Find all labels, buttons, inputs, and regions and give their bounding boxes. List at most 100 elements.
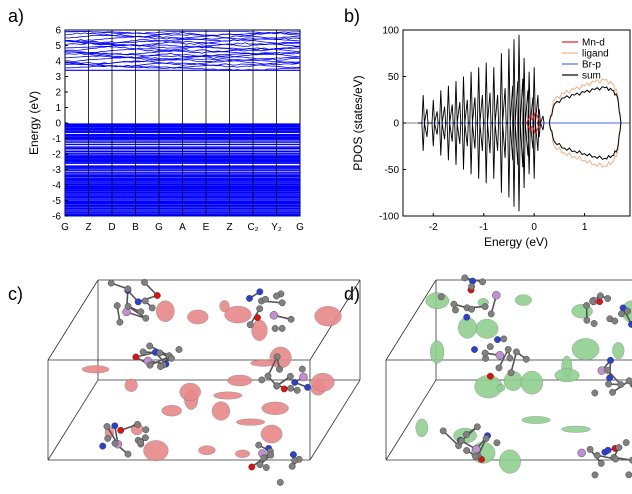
y-tick-label: -1 <box>52 134 61 145</box>
x-tick-label: G <box>61 222 69 233</box>
y-tick-label: 50 <box>388 72 400 83</box>
carbon-atom <box>291 457 298 464</box>
carbon-atom <box>461 274 469 282</box>
carbon-atom <box>486 343 494 350</box>
isosurface-lobe <box>198 445 216 455</box>
y-tick-label: -4 <box>52 181 61 192</box>
isosurface-lobe <box>261 401 289 415</box>
carbon-atom <box>146 361 154 369</box>
carbon-atom <box>107 279 115 287</box>
isosurface-lobe <box>475 318 499 339</box>
carbon-atom <box>457 437 465 445</box>
carbon-atom <box>604 366 611 374</box>
manganese-atom <box>269 311 279 320</box>
x-tick-label: G <box>296 222 304 233</box>
carbon-atom <box>167 354 175 362</box>
carbon-atom <box>111 439 119 447</box>
panel-label-d: d) <box>344 284 360 304</box>
legend-label: Br-p <box>582 60 601 71</box>
carbon-atom <box>479 278 486 286</box>
x-tick-label: C₂ <box>247 222 258 233</box>
carbon-atom <box>605 380 612 388</box>
carbon-atom <box>276 365 283 373</box>
nitrogen-atom <box>256 288 264 296</box>
carbon-atom <box>589 297 596 305</box>
nitrogen-atom <box>291 378 299 386</box>
pdos-x-axis-label: Energy (eV) <box>484 235 548 249</box>
y-tick-label: 100 <box>382 26 399 37</box>
y-tick-label: -100 <box>379 212 399 223</box>
oxygen-atom <box>248 463 256 471</box>
isosurface-lobe <box>235 449 250 458</box>
pdos-y-axis-label: PDOS (states/eV) <box>351 75 365 170</box>
nitrogen-atom <box>628 321 632 328</box>
isosurface-lobe <box>561 425 591 433</box>
carbon-atom <box>506 354 514 362</box>
carbon-atom <box>583 316 591 324</box>
nitrogen-atom <box>134 298 142 306</box>
carbon-atom <box>255 441 263 449</box>
panel-label-a: a) <box>8 6 24 26</box>
panel-label-b: b) <box>344 6 360 26</box>
carbon-atom <box>278 299 286 307</box>
carbon-atom <box>611 317 619 325</box>
x-tick-label: Z <box>85 222 91 233</box>
isosurface-lobe <box>213 391 243 400</box>
carbon-atom <box>597 459 605 467</box>
carbon-atom <box>622 439 630 446</box>
manganese-atom <box>299 372 308 382</box>
bond <box>442 430 460 447</box>
isosurface-lobe <box>81 365 110 374</box>
carbon-atom <box>256 305 264 313</box>
nitrogen-atom <box>463 313 471 321</box>
y-tick-label: -5 <box>52 196 61 207</box>
isosurface-lobe <box>498 449 521 474</box>
carbon-atom <box>246 321 254 329</box>
oxygen-atom <box>596 298 603 305</box>
carbon-atom <box>624 307 631 315</box>
carbon-atom <box>590 320 598 327</box>
carbon-atom <box>137 308 145 316</box>
carbon-atom <box>113 302 121 309</box>
structure-panel-d <box>385 274 632 479</box>
carbon-atom <box>124 450 132 458</box>
carbon-atom <box>124 285 132 293</box>
bond <box>127 305 147 319</box>
carbon-atom <box>439 427 447 435</box>
cell-edge <box>385 379 437 461</box>
carbon-atom <box>629 456 632 464</box>
carbon-atom <box>156 349 164 357</box>
carbon-atom <box>293 386 301 394</box>
isosurface-lobe <box>571 338 600 361</box>
x-tick-label: A <box>179 222 186 233</box>
carbon-atom <box>262 464 270 471</box>
x-tick-label: G <box>155 222 163 233</box>
isosurface-lobe <box>496 383 506 392</box>
band-y-ticks: 6 5 4 3 2 1 0 -1 -2 -3 -4 -5 -6 <box>52 26 68 223</box>
carbon-atom <box>137 438 145 446</box>
sum-line <box>548 86 622 124</box>
carbon-atom <box>604 295 612 302</box>
isosurface-lobe <box>430 340 445 364</box>
isosurface-lobe <box>124 378 138 392</box>
carbon-atom <box>139 348 147 356</box>
carbon-atom <box>493 439 501 447</box>
isosurface-lobe <box>143 440 169 462</box>
isosurface-lobe <box>187 309 209 325</box>
x-tick-label: -2 <box>429 222 438 233</box>
carbon-atom <box>288 462 296 470</box>
isosurface-lobe <box>179 382 201 402</box>
carbon-atom <box>625 471 632 479</box>
x-tick-label: Z <box>226 222 232 233</box>
isosurface-lobe <box>311 373 335 392</box>
carbon-atom <box>278 324 286 332</box>
carbon-atom <box>262 295 269 303</box>
carbon-atom <box>625 377 632 385</box>
carbon-atom <box>597 292 604 300</box>
carbon-atom <box>472 453 480 461</box>
isosurface-lobe <box>425 292 450 309</box>
pdos-lines <box>403 34 630 212</box>
carbon-atom <box>468 282 475 290</box>
isosurface-lobe <box>554 368 580 383</box>
